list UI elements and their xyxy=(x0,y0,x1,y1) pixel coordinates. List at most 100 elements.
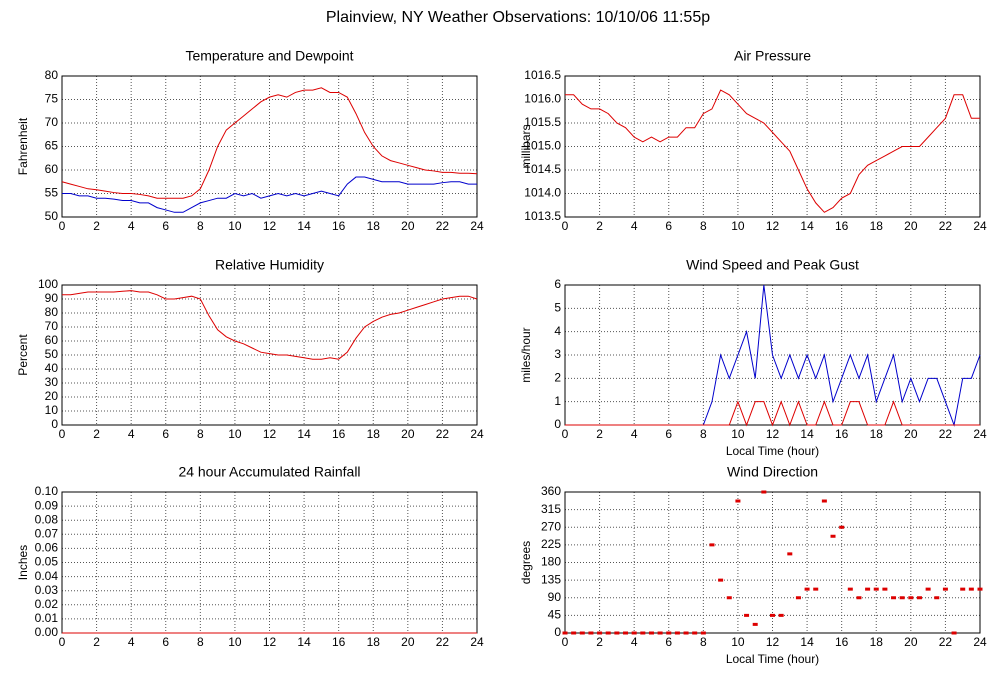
x-tick-label: 4 xyxy=(128,219,135,233)
x-tick-label: 10 xyxy=(731,427,745,441)
x-tick-label: 2 xyxy=(93,635,100,649)
data-line xyxy=(62,176,477,213)
x-tick-label: 22 xyxy=(939,219,953,233)
y-tick-label: 60 xyxy=(45,333,59,347)
x-tick-label: 16 xyxy=(835,635,849,649)
data-point xyxy=(873,587,879,591)
data-point xyxy=(692,631,698,635)
y-tick-label: 70 xyxy=(45,115,59,129)
x-tick-label: 6 xyxy=(162,219,169,233)
y-tick-label: 0.05 xyxy=(35,555,59,569)
y-tick-label: 5 xyxy=(554,301,561,315)
y-tick-label: 1016.5 xyxy=(524,68,561,82)
y-tick-label: 180 xyxy=(541,555,561,569)
x-tick-label: 22 xyxy=(436,219,450,233)
y-tick-label: 0.09 xyxy=(35,498,59,512)
y-axis-label: Inches xyxy=(16,545,30,580)
chart-panel: Wind Direction degrees Local Time (hour) 0 2… xyxy=(519,464,987,666)
y-tick-label: 45 xyxy=(548,608,562,622)
y-tick-label: 0.06 xyxy=(35,541,59,555)
data-point xyxy=(597,631,603,635)
y-tick-label: 2 xyxy=(554,371,561,385)
data-point xyxy=(744,613,750,617)
y-tick-label: 1015.0 xyxy=(524,139,561,153)
x-tick-label: 14 xyxy=(297,219,311,233)
y-tick-label: 360 xyxy=(541,484,561,498)
data-point xyxy=(640,631,646,635)
y-tick-label: 0.00 xyxy=(35,625,59,639)
y-tick-label: 50 xyxy=(45,347,59,361)
x-tick-label: 18 xyxy=(870,219,884,233)
x-tick-label: 2 xyxy=(596,427,603,441)
x-tick-label: 8 xyxy=(700,635,707,649)
data-point xyxy=(830,534,836,538)
x-tick-label: 18 xyxy=(367,635,381,649)
x-tick-label: 20 xyxy=(904,635,918,649)
x-tick-label: 10 xyxy=(228,427,242,441)
x-tick-label: 2 xyxy=(93,219,100,233)
data-point xyxy=(579,631,585,635)
y-tick-label: 30 xyxy=(45,375,59,389)
x-tick-label: 24 xyxy=(470,219,484,233)
data-point xyxy=(856,596,862,600)
y-tick-label: 90 xyxy=(548,590,562,604)
y-tick-label: 0.03 xyxy=(35,583,59,597)
chart-title: Wind Speed and Peak Gust xyxy=(686,257,859,273)
y-axis-label: degrees xyxy=(519,541,533,584)
data-point xyxy=(683,631,689,635)
y-tick-label: 55 xyxy=(45,186,59,200)
x-tick-label: 2 xyxy=(93,427,100,441)
data-point xyxy=(865,587,871,591)
y-axis-label: millibars xyxy=(519,124,533,168)
chart-panel: Wind Speed and Peak Gust miles/hour Local … xyxy=(519,257,987,458)
plot-frame xyxy=(564,75,981,218)
data-line xyxy=(61,87,478,199)
data-point xyxy=(968,587,974,591)
y-tick-label: 20 xyxy=(45,389,59,403)
x-tick-label: 22 xyxy=(436,635,450,649)
x-tick-label: 6 xyxy=(162,427,169,441)
data-point xyxy=(735,499,741,503)
y-tick-label: 4 xyxy=(554,324,561,338)
y-tick-label: 0.08 xyxy=(35,512,59,526)
x-tick-label: 16 xyxy=(835,427,849,441)
x-tick-label: 4 xyxy=(128,427,135,441)
x-tick-label: 4 xyxy=(631,427,638,441)
y-tick-label: 135 xyxy=(541,572,561,586)
x-tick-label: 0 xyxy=(59,427,66,441)
y-tick-label: 10 xyxy=(45,403,59,417)
y-tick-label: 1015.5 xyxy=(524,115,561,129)
x-tick-label: 12 xyxy=(263,427,277,441)
data-point xyxy=(666,631,672,635)
y-tick-label: 75 xyxy=(45,92,59,106)
data-point xyxy=(571,631,577,635)
data-point xyxy=(726,596,732,600)
x-tick-label: 20 xyxy=(401,427,415,441)
x-tick-label: 20 xyxy=(904,427,918,441)
data-point xyxy=(821,499,827,503)
data-point xyxy=(934,596,940,600)
y-tick-label: 1013.5 xyxy=(524,209,561,223)
y-axis-label: Percent xyxy=(16,334,30,376)
x-tick-label: 10 xyxy=(228,635,242,649)
x-tick-label: 0 xyxy=(562,219,569,233)
x-tick-label: 24 xyxy=(973,635,987,649)
data-point xyxy=(916,596,922,600)
data-point xyxy=(787,552,793,556)
y-tick-label: 90 xyxy=(45,291,59,305)
plot-frame xyxy=(61,284,478,426)
y-tick-label: 1014.0 xyxy=(524,186,561,200)
x-tick-label: 12 xyxy=(263,635,277,649)
x-tick-label: 20 xyxy=(401,635,415,649)
y-tick-label: 0.02 xyxy=(35,597,59,611)
y-tick-label: 0.07 xyxy=(35,526,59,540)
data-point xyxy=(674,631,680,635)
data-line xyxy=(62,290,478,360)
x-tick-label: 0 xyxy=(59,635,66,649)
x-tick-label: 22 xyxy=(939,427,953,441)
data-point xyxy=(960,587,966,591)
data-point xyxy=(631,631,637,635)
data-point xyxy=(942,587,948,591)
data-point xyxy=(839,525,845,529)
